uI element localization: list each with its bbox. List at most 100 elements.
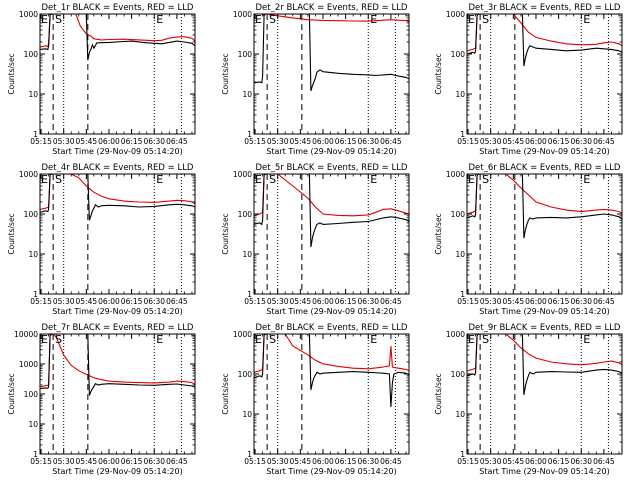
x-axis-label: Start Time (29-Nov-09 05:14:20) [266, 307, 396, 316]
y-tick-label: 1 [460, 130, 465, 139]
lld-series-line [254, 174, 409, 217]
y-tick-label: 1 [247, 130, 252, 139]
x-tick-label: 06:00 [525, 457, 547, 466]
x-tick-label: 05:45 [503, 137, 525, 146]
y-tick-label: 1 [33, 450, 38, 459]
y-axis-label: Counts/sec [221, 213, 230, 254]
x-tick-label: 05:45 [76, 137, 98, 146]
y-axis-label: Counts/sec [434, 213, 443, 254]
x-axis-label: Start Time (29-Nov-09 05:14:20) [479, 307, 609, 316]
x-tick-label: 06:15 [121, 297, 143, 306]
x-tick-label: 05:30 [53, 297, 75, 306]
y-tick-label: 100 [24, 210, 39, 219]
marker-e-end: E [156, 173, 163, 186]
x-tick-label: 05:30 [480, 137, 502, 146]
panel-title: Det_8r BLACK = Events, RED = LLD [256, 323, 408, 333]
axes-frame [39, 173, 196, 295]
events-series-line [254, 334, 409, 408]
y-tick-label: 100 [24, 50, 39, 59]
events-series-line [40, 174, 195, 221]
y-tick-label: 10 [242, 250, 252, 259]
y-tick-label: 1 [33, 290, 38, 299]
x-tick-label: 06:00 [98, 137, 120, 146]
x-tick-label: 05:15 [457, 137, 479, 146]
axes-frame [253, 173, 410, 295]
y-tick-label: 1 [460, 290, 465, 299]
marker-e-end: E [370, 13, 377, 26]
marker-e-start: E [255, 173, 262, 186]
x-tick-label: 06:15 [548, 457, 570, 466]
x-tick-label: 06:30 [357, 297, 379, 306]
x-tick-label: 06:45 [166, 457, 188, 466]
x-tick-label: 05:45 [76, 297, 98, 306]
x-tick-label: 05:15 [30, 137, 52, 146]
marker-e-start: E [41, 333, 48, 346]
x-tick-label: 05:45 [290, 137, 312, 146]
x-tick-label: 06:30 [570, 457, 592, 466]
x-tick-label: 06:00 [312, 457, 334, 466]
y-tick-label: 100 [451, 370, 466, 379]
x-tick-label: 06:45 [380, 137, 402, 146]
x-tick-label: 06:30 [143, 137, 165, 146]
x-tick-label: 05:30 [480, 297, 502, 306]
marker-e-end: E [156, 333, 163, 346]
x-tick-label: 05:15 [30, 457, 52, 466]
axes-frame [253, 13, 410, 135]
marker-s: S [482, 173, 489, 186]
y-tick-label: 100 [238, 210, 253, 219]
y-tick-label: 10 [28, 420, 38, 429]
x-tick-label: 06:45 [593, 137, 615, 146]
x-tick-label: 05:15 [244, 457, 266, 466]
x-tick-label: 05:15 [244, 297, 266, 306]
y-tick-label: 1000 [19, 170, 38, 179]
marker-s: S [55, 13, 62, 26]
x-tick-label: 06:30 [357, 457, 379, 466]
marker-s: S [55, 333, 62, 346]
axes-frame [39, 13, 196, 135]
y-tick-label: 100 [451, 210, 466, 219]
marker-e-end: E [370, 173, 377, 186]
x-tick-label: 05:15 [457, 297, 479, 306]
y-axis-label: Counts/sec [221, 373, 230, 414]
x-axis-label: Start Time (29-Nov-09 05:14:20) [266, 147, 396, 156]
y-tick-label: 1000 [19, 360, 38, 369]
x-tick-label: 06:15 [548, 137, 570, 146]
lld-series-line [254, 334, 409, 373]
x-tick-label: 06:45 [380, 457, 402, 466]
x-tick-label: 06:30 [357, 137, 379, 146]
y-tick-label: 1000 [233, 170, 252, 179]
x-tick-label: 06:00 [98, 457, 120, 466]
x-tick-label: 05:15 [30, 297, 52, 306]
y-tick-label: 10 [455, 410, 465, 419]
events-series-line [467, 334, 622, 395]
y-tick-label: 1000 [233, 330, 252, 339]
x-tick-label: 06:15 [548, 297, 570, 306]
y-tick-label: 10 [242, 410, 252, 419]
y-tick-label: 1000 [446, 170, 465, 179]
y-tick-label: 1 [33, 130, 38, 139]
x-axis-label: Start Time (29-Nov-09 05:14:20) [52, 147, 182, 156]
x-tick-label: 06:45 [593, 457, 615, 466]
x-tick-label: 06:15 [335, 297, 357, 306]
events-series-line [467, 14, 622, 67]
x-axis-label: Start Time (29-Nov-09 05:14:20) [479, 147, 609, 156]
y-tick-label: 10 [28, 90, 38, 99]
y-axis-label: Counts/sec [7, 213, 16, 254]
axes-frame [466, 173, 623, 295]
x-tick-label: 05:15 [244, 137, 266, 146]
y-tick-label: 10 [455, 250, 465, 259]
x-tick-label: 06:15 [335, 137, 357, 146]
x-tick-label: 05:45 [290, 297, 312, 306]
x-tick-label: 05:30 [267, 297, 289, 306]
x-axis-label: Start Time (29-Nov-09 05:14:20) [479, 467, 609, 476]
marker-e-start: E [41, 13, 48, 26]
marker-e-start: E [41, 173, 48, 186]
marker-e-start: E [468, 173, 475, 186]
